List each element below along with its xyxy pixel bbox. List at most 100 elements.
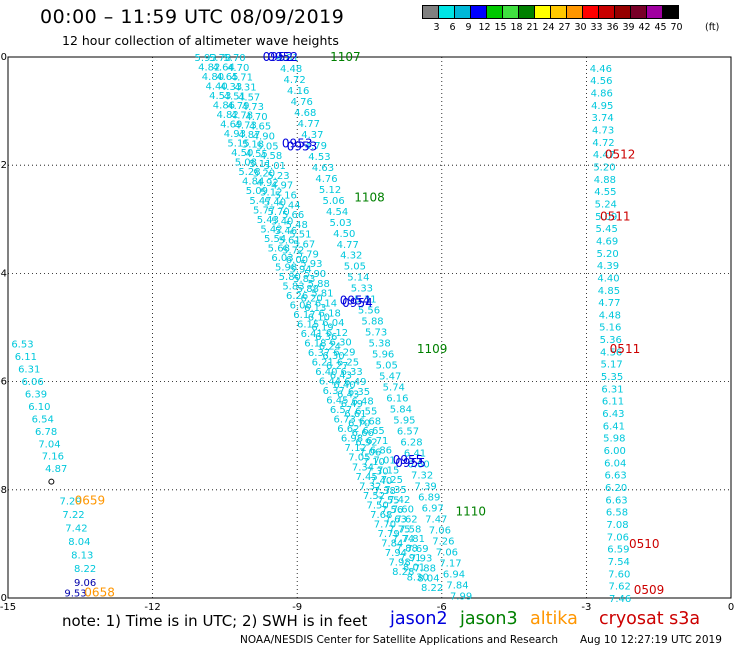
wave-height-value: 7.79: [377, 529, 399, 540]
wave-height-value: 6.18: [304, 339, 326, 350]
y-tick-label: -2: [0, 160, 7, 171]
wave-height-value: 6.53: [11, 340, 33, 351]
wave-height-value: 6.57: [397, 427, 419, 438]
color-scale-label: 39: [622, 22, 635, 33]
wave-height-value: 3.74: [592, 113, 614, 124]
color-scale-bar: [422, 5, 679, 19]
wave-height-value: 7.62: [395, 514, 417, 525]
wave-height-value: 6.71: [366, 436, 388, 447]
wave-height-value: 5.56: [358, 306, 380, 317]
wave-height-value: 4.73: [242, 102, 264, 113]
wave-height-value: 6.55: [355, 406, 377, 417]
credit-line: NOAA/NESDIS Center for Satellite Applica…: [240, 634, 558, 646]
wave-height-value: 7.10: [363, 457, 385, 468]
plot-frame: [7, 56, 732, 599]
wave-height-value: 7.30: [366, 467, 388, 478]
wave-height-value: 4.56: [600, 347, 622, 358]
wave-height-value: 8.22: [74, 564, 96, 575]
wave-height-value: 7.93: [410, 554, 432, 565]
wave-height-value: 7.29: [60, 497, 82, 508]
wave-height-value: 4.32: [340, 251, 362, 262]
wave-height-value: 6.41: [404, 448, 426, 459]
wave-height-value: 7.16: [42, 452, 64, 463]
wave-height-value: 5.47: [379, 372, 401, 383]
pass-time-label: 0955: [393, 453, 424, 467]
wave-height-value: 5.03: [330, 218, 352, 229]
wave-height-value: 7.60: [608, 569, 630, 580]
wave-height-value: 5.38: [368, 339, 390, 350]
wave-height-value: 4.92: [257, 178, 279, 189]
wave-height-value: 4.95: [591, 101, 613, 112]
wave-height-value: 7.08: [606, 520, 628, 531]
y-tick-label: -10: [0, 593, 7, 604]
color-scale-label: 12: [478, 22, 491, 33]
wave-height-value: 7.05: [348, 453, 370, 464]
wave-height-value: 5.20: [593, 162, 615, 173]
wave-height-value: 5.70: [268, 207, 290, 218]
wave-height-value: 4.72: [592, 138, 614, 149]
wave-height-value: 7.06: [359, 447, 381, 458]
wave-height-value: 6.11: [15, 352, 37, 363]
wave-height-value: 7.35: [384, 485, 406, 496]
wave-height-value: 7.40: [370, 476, 392, 487]
wave-height-value: 5.45: [596, 224, 618, 235]
wave-height-value: 6.54: [32, 414, 54, 425]
wave-height-value: 7.45: [356, 472, 378, 483]
wave-height-value: 5.12: [319, 185, 341, 196]
wave-height-value: 8.01: [403, 563, 425, 574]
wave-height-value: 5.96: [372, 350, 394, 361]
color-scale-label: 70: [670, 22, 683, 33]
wave-height-value: 5.40: [271, 217, 293, 228]
wave-height-value: 6.20: [605, 483, 627, 494]
wave-height-value: 5.94: [289, 265, 311, 276]
wave-height-value: 5.12: [260, 188, 282, 199]
wave-height-value: 6.44: [319, 377, 341, 388]
wave-height-value: 8.04: [68, 537, 90, 548]
wave-height-value: 5.93: [194, 53, 216, 64]
wave-height-value: 5.88: [297, 284, 319, 295]
wave-height-value: 4.90: [253, 132, 275, 143]
wave-height-value: 5.81: [311, 289, 333, 300]
wave-height-value: 4.78: [231, 111, 253, 122]
wave-height-value: 4.64: [213, 63, 235, 74]
y-tick-label: 0: [1, 52, 7, 63]
wave-height-value: 4.93: [224, 129, 246, 140]
y-tick-label: -6: [0, 377, 7, 388]
wave-height-value: 7.06: [607, 532, 629, 543]
wave-height-value: 4.71: [231, 73, 253, 84]
pass-time-label: 0658: [84, 586, 115, 600]
wave-height-value: 5.43: [257, 215, 279, 226]
wave-height-value: 5.05: [344, 262, 366, 273]
wave-height-value: 4.82: [216, 110, 238, 121]
wave-height-value: 7.84: [381, 538, 403, 549]
wave-height-value: 6.26: [286, 291, 308, 302]
wave-height-value: 7.98: [388, 557, 410, 568]
wave-height-value: 6.36: [315, 332, 337, 343]
wave-height-value: 4.76: [315, 174, 337, 185]
pass-time-label: 0509: [634, 583, 665, 597]
wave-height-value: 5.66: [282, 210, 304, 221]
color-scale-label: 21: [526, 22, 539, 33]
generated-timestamp: Aug 10 12:27:19 UTC 2019: [580, 634, 722, 646]
wave-height-value: 7.58: [399, 524, 421, 535]
wave-height-value: 4.39: [597, 261, 619, 272]
wave-height-value: 5.95: [393, 416, 415, 427]
wave-height-value: 7.01: [373, 456, 395, 467]
wave-height-value: 5.05: [256, 141, 278, 152]
pass-time-label: 0512: [605, 147, 636, 161]
wave-height-value: 6.63: [605, 495, 627, 506]
wave-height-value: 4.80: [202, 72, 224, 83]
wave-height-value: 6.66: [352, 428, 374, 439]
wave-height-value: 4.79: [305, 141, 327, 152]
wave-height-value: 5.47: [249, 196, 271, 207]
wave-height-value: 5.51: [289, 230, 311, 241]
wave-height-value: 6.37: [323, 386, 345, 397]
wave-height-value: 4.97: [271, 181, 293, 192]
wave-height-value: 5.09: [246, 186, 268, 197]
wave-height-value: 4.79: [227, 101, 249, 112]
wave-height-value: 6.73: [334, 415, 356, 426]
wave-height-value: 6.49: [344, 377, 366, 388]
y-tick-label: -4: [0, 268, 7, 279]
wave-height-value: 5.98: [275, 262, 297, 273]
wave-height-value: 6.27: [326, 361, 348, 372]
